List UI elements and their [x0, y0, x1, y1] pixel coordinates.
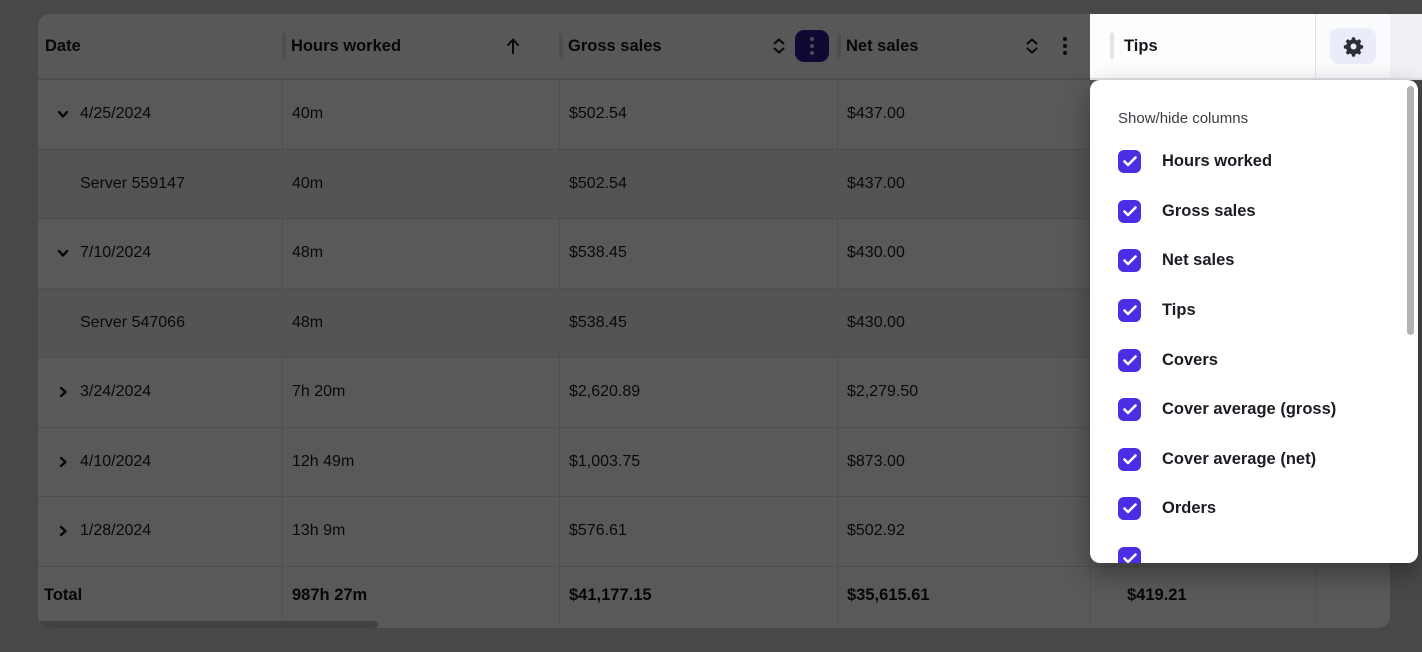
show-hide-columns-popover: Show/hide columns Hours worked Gross sale…: [1090, 80, 1418, 563]
column-visibility-item[interactable]: Orders: [1090, 484, 1418, 534]
column-resize-handle[interactable]: [1110, 32, 1114, 60]
column-visibility-item[interactable]: [1090, 534, 1418, 563]
column-visibility-item[interactable]: Net sales: [1090, 236, 1418, 286]
column-visibility-label: Gross sales: [1162, 201, 1256, 220]
column-header-tips[interactable]: Tips: [1090, 14, 1315, 78]
column-visibility-item[interactable]: Tips: [1090, 286, 1418, 336]
column-visibility-label: Cover average (gross): [1162, 400, 1337, 419]
checkbox-checked-icon[interactable]: [1118, 398, 1141, 422]
checkbox-checked-icon[interactable]: [1118, 547, 1141, 563]
checkbox-checked-icon[interactable]: [1118, 348, 1141, 372]
column-visibility-label: Orders: [1162, 499, 1217, 518]
column-visibility-item[interactable]: Covers: [1090, 335, 1418, 385]
column-visibility-label: Net sales: [1162, 251, 1235, 270]
popover-scrollbar-thumb[interactable]: [1407, 86, 1414, 335]
elevated-header-strip: Tips: [1090, 14, 1422, 80]
popover-title: Show/hide columns: [1118, 110, 1249, 127]
column-visibility-item[interactable]: Gross sales: [1090, 187, 1418, 237]
column-visibility-item[interactable]: Cover average (net): [1090, 435, 1418, 485]
column-visibility-label: Covers: [1162, 350, 1218, 369]
header-strip-filler: [1390, 14, 1422, 78]
column-visibility-label: Hours worked: [1162, 152, 1273, 171]
gear-icon[interactable]: [1330, 28, 1376, 64]
column-visibility-list: Hours worked Gross sales Net sales Tips Cove…: [1090, 137, 1418, 563]
checkbox-checked-icon[interactable]: [1118, 299, 1141, 323]
checkbox-checked-icon[interactable]: [1118, 199, 1141, 223]
column-visibility-item[interactable]: Cover average (gross): [1090, 385, 1418, 435]
column-visibility-label: Tips: [1162, 301, 1196, 320]
checkbox-checked-icon[interactable]: [1118, 497, 1141, 521]
checkbox-checked-icon[interactable]: [1118, 249, 1141, 273]
column-visibility-item[interactable]: Hours worked: [1090, 137, 1418, 187]
checkbox-checked-icon[interactable]: [1118, 447, 1141, 471]
table-settings-cell: [1315, 14, 1390, 78]
column-visibility-label: Cover average (net): [1162, 449, 1317, 468]
checkbox-checked-icon[interactable]: [1118, 150, 1141, 174]
column-header-tips-label: Tips: [1124, 36, 1158, 55]
